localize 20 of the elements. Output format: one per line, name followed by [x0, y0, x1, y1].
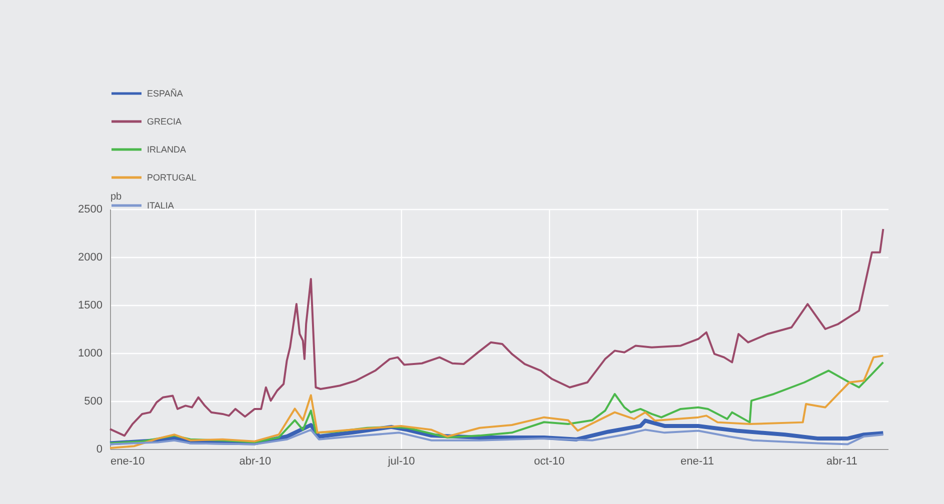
- x-tick-label: jul-10: [386, 456, 415, 468]
- legend-label: ESPAÑA: [147, 88, 183, 98]
- y-tick-label: 500: [84, 396, 102, 408]
- y-tick-label: 2000: [78, 252, 102, 264]
- legend-label: ITALIA: [147, 200, 174, 210]
- x-tick-label: abr-11: [826, 456, 858, 468]
- y-tick-label: 1500: [78, 300, 102, 312]
- x-tick-label: ene-11: [680, 456, 714, 468]
- y-tick-label: 0: [96, 444, 102, 456]
- y-tick-label: 1000: [78, 348, 102, 360]
- legend-label: IRLANDA: [147, 144, 186, 154]
- legend-label: GRECIA: [147, 116, 182, 126]
- line-series: [109, 228, 884, 437]
- x-tick-label: abr-10: [239, 456, 272, 468]
- legend-label: PORTUGAL: [147, 172, 196, 182]
- x-tick-label: ene-10: [110, 456, 145, 468]
- y-tick-label: 2500: [78, 204, 102, 216]
- line-series: [109, 428, 884, 446]
- x-tick-label: oct-10: [534, 456, 565, 468]
- y-axis-title: pb: [110, 192, 122, 202]
